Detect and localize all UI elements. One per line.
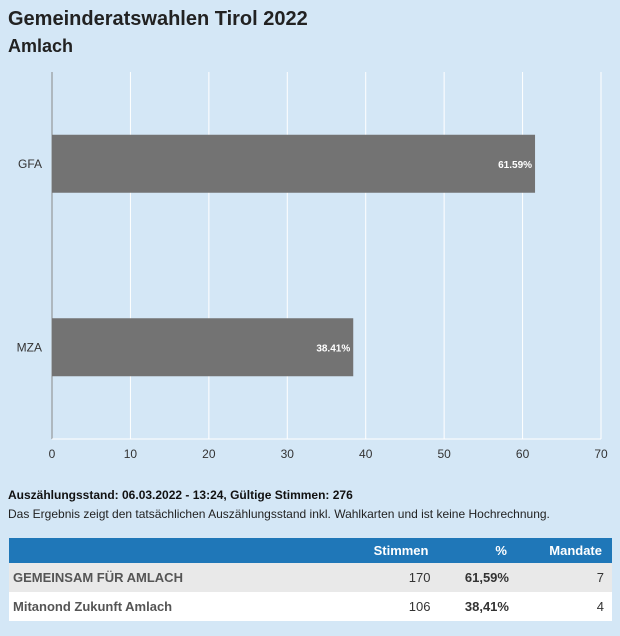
bar — [52, 318, 354, 377]
party-name: Mitanond Zukunft Amlach — [9, 592, 341, 621]
x-tick-label: 70 — [594, 447, 608, 461]
header-party — [9, 538, 341, 563]
party-percent: 61,59% — [438, 563, 517, 592]
chart-subtitle: Amlach — [8, 36, 74, 56]
x-tick-label: 30 — [281, 447, 295, 461]
x-tick-label: 20 — [202, 447, 216, 461]
party-votes: 106 — [340, 592, 439, 621]
header-seats: Mandate — [516, 538, 612, 563]
bar-value-label: 38.41% — [316, 343, 350, 354]
header-percent: % — [438, 538, 517, 563]
count-status-label: Auszählungsstand: 06.03.2022 - 13:24, Gü… — [8, 488, 353, 502]
party-seats: 7 — [516, 563, 612, 592]
bar — [52, 134, 536, 193]
result-note: Das Ergebnis zeigt den tatsächlichen Aus… — [8, 507, 550, 521]
party-name: GEMEINSAM FÜR AMLACH — [9, 563, 341, 592]
results-table: Stimmen % Mandate GEMEINSAM FÜR AMLACH 1… — [9, 538, 612, 621]
party-seats: 4 — [516, 592, 612, 621]
category-label: MZA — [17, 340, 42, 354]
table-row: Mitanond Zukunft Amlach 106 38,41% 4 — [9, 592, 612, 621]
party-percent: 38,41% — [438, 592, 517, 621]
x-tick-label: 10 — [124, 447, 138, 461]
bar-value-label: 61.59% — [498, 160, 532, 171]
header-votes: Stimmen — [340, 538, 439, 563]
table-row: GEMEINSAM FÜR AMLACH 170 61,59% 7 — [9, 563, 612, 592]
x-tick-label: 50 — [437, 447, 451, 461]
x-tick-label: 0 — [49, 447, 56, 461]
x-tick-label: 60 — [516, 447, 530, 461]
category-label: GFA — [18, 157, 42, 171]
chart-title: Gemeinderatswahlen Tirol 2022 — [8, 8, 308, 30]
x-tick-label: 40 — [359, 447, 373, 461]
bar-chart: 0 10 20 30 40 50 60 70 61.59% GFA 38.41% MZA — [17, 72, 608, 461]
results-header-row: Stimmen % Mandate — [9, 538, 612, 563]
count-status: Auszählungsstand: 06.03.2022 - 13:24, Gü… — [8, 488, 353, 502]
party-votes: 170 — [340, 563, 439, 592]
